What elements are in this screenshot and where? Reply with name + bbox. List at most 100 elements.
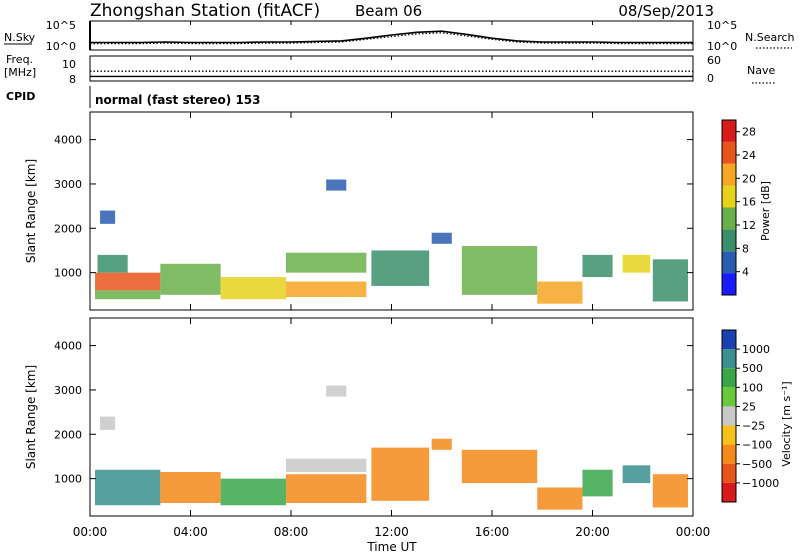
velocity-cell-9	[461, 449, 538, 484]
x-axis-label: Time UT	[366, 540, 417, 554]
power-cell-8	[326, 179, 347, 191]
nave-tick-top: 60	[707, 54, 721, 67]
velocity-y-tick-0: 1000	[54, 473, 82, 486]
velocity-colorbar-tick-4: −25	[742, 420, 765, 433]
power-cell-13	[582, 254, 613, 278]
velocity-colorbar-tick-1: 500	[742, 362, 763, 375]
power-y-tick-3: 4000	[54, 134, 82, 147]
velocity-colorbar: 1000 500 100 25 −25 −100 −500 −1000	[721, 329, 779, 503]
noise-series-1	[90, 32, 693, 45]
freq-label-line1: Freq.	[6, 53, 33, 66]
power-cell-5	[220, 277, 286, 300]
power-colorbar-tick-1: 8	[742, 242, 749, 255]
power-colorbar-tick-3: 16	[742, 196, 756, 209]
power-colorbar: 4 8 12 16 20 24 28	[721, 119, 756, 296]
beam-label: Beam 06	[355, 2, 422, 20]
velocity-colorbar-tick-0: 1000	[742, 343, 770, 356]
velocity-colorbar-tick-3: 25	[742, 400, 756, 413]
frequency-lines	[90, 70, 693, 78]
power-cell-9	[371, 250, 430, 286]
power-colorbar-seg-7	[722, 120, 736, 142]
velocity-panel: 1000 2000 3000 4000 Slant Range [km] 1000 50…	[24, 317, 793, 517]
velocity-cell-6	[326, 385, 347, 397]
power-colorbar-label: Power [dB]	[759, 181, 772, 241]
power-cell-11	[461, 246, 538, 295]
power-panel: 1000 2000 3000 4000 Slant Range [km] 4 8 12 16…	[24, 111, 772, 311]
noise-left-tick-bottom: 10^0	[46, 40, 76, 53]
velocity-colorbar-seg-5	[722, 425, 736, 445]
x-tick-6: 00:00	[676, 525, 711, 539]
velocity-colorbar-frame	[721, 329, 737, 503]
power-colorbar-seg-0	[722, 273, 736, 295]
noise-series-0	[90, 30, 693, 44]
velocity-y-tick-3: 4000	[54, 340, 82, 353]
power-colorbar-seg-6	[722, 141, 736, 164]
power-ylabel: Slant Range [km]	[24, 159, 38, 263]
velocity-cell-7	[371, 447, 430, 501]
power-colorbar-tick-5: 24	[742, 149, 756, 162]
cpid-value: normal (fast stereo) 153	[95, 93, 261, 107]
x-tick-3: 12:00	[374, 525, 409, 539]
velocity-cell-10	[537, 487, 583, 510]
figure-title: Zhongshan Station (fitACF)	[90, 1, 320, 21]
velocity-cell-1	[100, 416, 116, 430]
velocity-colorbar-label: Velocity [m s⁻¹]	[780, 381, 793, 466]
power-cell-4	[160, 263, 221, 295]
velocity-cell-3	[220, 478, 286, 506]
power-colorbar-tick-4: 20	[742, 172, 756, 185]
power-colorbar-tick-2: 12	[742, 219, 756, 232]
power-cell-2	[97, 254, 128, 273]
velocity-colorbar-seg-1	[722, 349, 736, 369]
velocity-cell-12	[622, 465, 651, 484]
power-cell-12	[537, 281, 583, 304]
freq-tick-bottom: 8	[69, 73, 76, 86]
power-colorbar-seg-1	[722, 251, 736, 274]
power-colorbar-frame	[721, 119, 737, 296]
noise-panel: N.Sky 10^5 10^0 10^5 10^0 N.Search	[4, 19, 795, 53]
velocity-y-tick-2: 3000	[54, 384, 82, 397]
nave-tick-bottom: 0	[707, 72, 714, 85]
power-colorbar-seg-4	[722, 185, 736, 208]
power-colorbar-tick-6: 28	[742, 126, 756, 139]
power-y-ticks: 1000 2000 3000 4000	[54, 134, 693, 280]
noise-right-tick-bottom: 10^0	[707, 40, 737, 53]
noise-right-label: N.Search	[745, 31, 795, 44]
power-cell-0	[95, 272, 161, 291]
velocity-colorbar-tick-7: −1000	[742, 477, 779, 490]
velocity-colorbar-seg-3	[722, 387, 736, 407]
cpid-label: CPID	[6, 90, 35, 103]
velocity-colorbar-tick-2: 100	[742, 381, 763, 394]
freq-label-line2: [MHz]	[4, 66, 36, 79]
power-cell-7	[285, 252, 367, 273]
velocity-cell-4	[285, 458, 367, 472]
velocity-y-tick-1: 2000	[54, 428, 82, 441]
nave-label: Nave	[747, 64, 775, 77]
velocity-colorbar-seg-4	[722, 406, 736, 426]
power-colorbar-seg-5	[722, 163, 736, 186]
power-colorbar-tick-0: 4	[742, 266, 749, 279]
velocity-colorbar-tick-5: −100	[742, 439, 772, 452]
noise-left-label: N.Sky	[4, 31, 36, 44]
power-y-tick-1: 2000	[54, 222, 82, 235]
velocity-colorbar-seg-2	[722, 368, 736, 388]
velocity-cell-0	[95, 469, 161, 506]
velocity-y-ticks: 1000 2000 3000 4000	[54, 340, 693, 486]
x-axis-ticks: 00:00 04:00 08:00 12:00 16:00 20:00 00:00	[73, 21, 711, 539]
x-tick-2: 08:00	[274, 525, 309, 539]
velocity-cells	[95, 385, 688, 510]
power-y-tick-2: 3000	[54, 178, 82, 191]
velocity-colorbar-seg-7	[722, 463, 736, 483]
frequency-panel: Freq. [MHz] 10 8 60 0 Nave	[4, 53, 776, 86]
velocity-colorbar-seg-8	[722, 482, 736, 502]
x-tick-5: 20:00	[575, 525, 610, 539]
date-label: 08/Sep/2013	[618, 2, 714, 20]
velocity-cell-5	[285, 474, 367, 504]
velocity-cell-2	[160, 471, 221, 504]
power-cells	[95, 179, 688, 304]
velocity-cell-13	[652, 474, 688, 508]
power-cell-14	[622, 254, 651, 273]
velocity-colorbar-seg-0	[722, 330, 736, 350]
power-cell-15	[652, 259, 688, 302]
power-cell-10	[431, 232, 452, 244]
power-colorbar-seg-2	[722, 229, 736, 252]
